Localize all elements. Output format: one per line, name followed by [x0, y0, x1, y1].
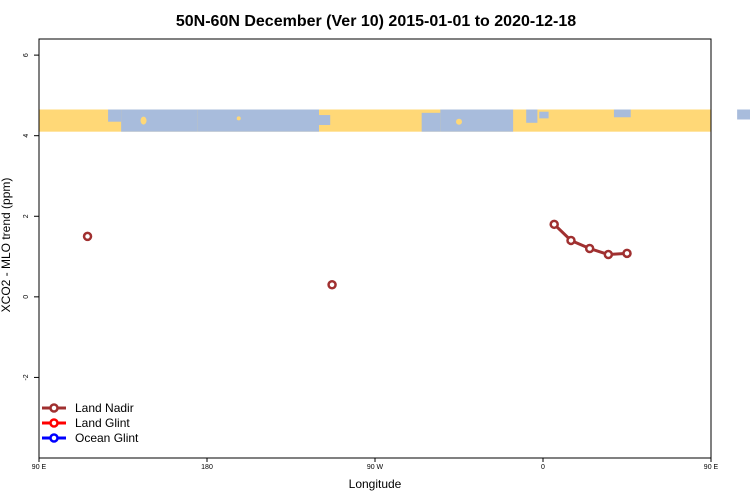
map-ocean-region — [440, 109, 514, 132]
x-tick-label: 0 — [541, 464, 545, 471]
y-axis: -2 0 2 4 6 — [23, 53, 39, 381]
y-tick-label: 4 — [23, 134, 30, 138]
map-ocean-region — [613, 109, 631, 118]
x-tick-label: 180 — [201, 464, 213, 471]
map-island — [236, 116, 241, 121]
world-map-band — [39, 109, 750, 132]
legend-marker — [49, 433, 59, 443]
map-ocean-region — [421, 112, 441, 132]
data-point — [549, 219, 559, 230]
map-ocean-region — [737, 109, 750, 120]
plot-frame — [38, 38, 712, 459]
y-tick-label: 0 — [23, 295, 30, 299]
data-point — [622, 248, 632, 259]
x-axis: 90 E 180 90 W 0 90 E — [32, 458, 719, 471]
map-island — [456, 118, 462, 125]
x-tick-label: 90 E — [32, 464, 47, 471]
data-point — [584, 243, 595, 254]
map-ocean-region — [197, 109, 319, 132]
legend-label: Land Nadir — [75, 401, 134, 415]
map-ocean-region — [526, 109, 538, 123]
data-point — [603, 249, 614, 260]
data-point — [327, 280, 337, 290]
map-ocean-region — [121, 109, 198, 132]
map-island — [140, 116, 147, 125]
legend-label: Land Glint — [75, 416, 130, 430]
y-tick-label: 6 — [23, 53, 30, 57]
series-layer — [82, 219, 632, 290]
chart-title: 50N-60N December (Ver 10) 2015-01-01 to … — [176, 13, 576, 30]
x-tick-label: 90 W — [367, 464, 384, 471]
data-point — [82, 231, 93, 242]
x-axis-label: Longitude — [349, 477, 402, 491]
legend-marker — [49, 403, 59, 413]
legend-marker — [49, 418, 59, 428]
map-ocean-region — [108, 109, 122, 122]
map-ocean-region — [319, 115, 331, 126]
map-ocean-region — [539, 111, 549, 119]
y-axis-label: XCO2 - MLO trend (ppm) — [0, 178, 13, 313]
legend-label: Ocean Glint — [75, 431, 139, 445]
x-tick-label: 90 E — [704, 464, 719, 471]
data-point — [566, 235, 576, 246]
y-tick-label: 2 — [23, 214, 30, 218]
y-tick-label: -2 — [23, 374, 30, 380]
